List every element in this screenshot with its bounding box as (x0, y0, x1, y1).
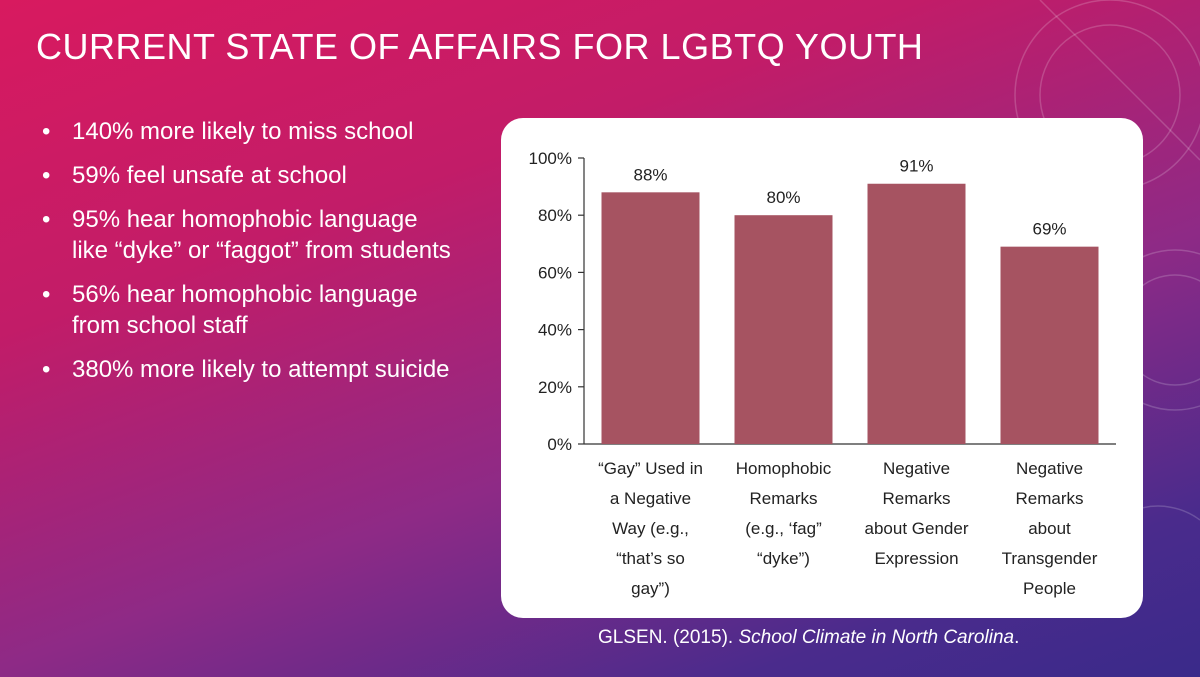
x-tick-label-line: Way (e.g., (612, 519, 689, 538)
bullet-text: 140% more likely to miss school (72, 118, 414, 145)
x-tick-label: Negative Remarks about Gender Expression (865, 459, 969, 568)
x-tick-label: “Gay” Used in a Negative Way (e.g., “that’s… (598, 459, 703, 598)
x-tick-label-line: Expression (874, 549, 958, 568)
x-tick-label-line: “Gay” Used in (598, 459, 703, 478)
x-tick-label-line: Remarks (749, 489, 817, 508)
data-label: 91% (899, 157, 933, 176)
bullet-item: • 380% more likely to attempt suicide (38, 354, 458, 385)
x-tick-label-line: about Gender (865, 519, 969, 538)
bar (867, 183, 966, 444)
data-label: 80% (766, 188, 800, 207)
x-tick-label-line: “dyke”) (757, 549, 810, 568)
bullet-text: 380% more likely to attempt suicide (72, 356, 450, 383)
bullet-dot: • (42, 162, 51, 189)
data-label: 88% (633, 165, 667, 184)
x-tick-label-line: about (1028, 519, 1071, 538)
x-tick-label-line: (e.g., ‘fag” (745, 519, 822, 538)
x-tick-label-line: Negative (883, 459, 950, 478)
bar (601, 192, 700, 444)
slide-title: Current State of Affairs for LGBTQ Youth (36, 26, 924, 67)
bullet-dot: • (42, 206, 51, 233)
bullet-text: 59% feel unsafe at school (72, 162, 347, 189)
bullet-text: 56% hear homophobic language from school… (72, 281, 418, 339)
x-tick-label: Homophobic Remarks (e.g., ‘fag” “dyke”) (736, 459, 832, 568)
bullet-list: • 140% more likely to miss school • 59% fe… (38, 116, 458, 398)
bullet-dot: • (42, 118, 51, 145)
bullet-item: • 56% hear homophobic language from schoo… (38, 279, 458, 341)
x-tick-label-line: a Negative (610, 489, 691, 508)
x-tick-label-line: “that’s so (616, 549, 685, 568)
bar (734, 215, 833, 444)
chart-card: 0% 20% 40% 60% 80% 100% 88% “Gay” Used in a Nega… (501, 118, 1143, 618)
citation: GLSEN. (2015). School Climate in North C… (598, 627, 1019, 649)
bullet-item: • 140% more likely to miss school (38, 116, 458, 147)
x-tick-label-line: gay”) (631, 579, 670, 598)
bullet-text: 95% hear homophobic language like “dyke”… (72, 206, 451, 264)
y-tick-label: 40% (538, 321, 572, 340)
x-tick-label-line: Remarks (882, 489, 950, 508)
y-tick-label: 60% (538, 263, 572, 282)
x-tick-label-line: Negative (1016, 459, 1083, 478)
citation-title: School Climate in North Carolina (738, 627, 1015, 648)
bullet-dot: • (42, 281, 51, 308)
x-tick-label: Negative Remarks about Transgender People (1002, 459, 1098, 598)
bar (1000, 246, 1099, 444)
y-tick-label: 0% (547, 435, 572, 454)
citation-prefix: GLSEN. (2015). (598, 627, 739, 648)
y-tick-label: 80% (538, 206, 572, 225)
x-tick-label-line: People (1023, 579, 1076, 598)
bullet-item: • 95% hear homophobic language like “dyke… (38, 204, 458, 266)
bullet-item: • 59% feel unsafe at school (38, 160, 458, 191)
x-tick-label-line: Homophobic (736, 459, 832, 478)
bullet-dot: • (42, 356, 51, 383)
y-tick-label: 100% (529, 149, 572, 168)
x-tick-label-line: Remarks (1015, 489, 1083, 508)
citation-suffix: . (1014, 627, 1020, 648)
x-tick-label-line: Transgender (1002, 549, 1098, 568)
data-label: 69% (1032, 220, 1066, 239)
bar-chart: 0% 20% 40% 60% 80% 100% 88% “Gay” Used in a Nega… (529, 149, 1116, 598)
y-tick-label: 20% (538, 378, 572, 397)
